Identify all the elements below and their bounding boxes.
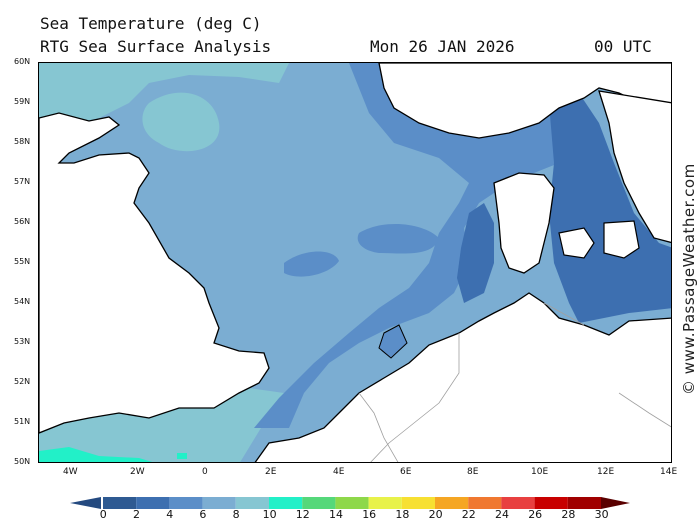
- sea-2-4-german-bight: [457, 203, 494, 303]
- colorbar-tick-label: 28: [561, 508, 576, 521]
- colorbar-tick-label: 30: [594, 508, 609, 521]
- lat-label: 52N: [14, 377, 31, 386]
- lat-label: 54N: [14, 297, 31, 306]
- forecast-time: 00 UTC: [594, 37, 652, 56]
- border-de-pl: [618, 392, 671, 428]
- colorbar-tick-label: 2: [133, 508, 140, 521]
- map-canvas: [39, 63, 671, 462]
- colorbar-arrow-right: [601, 497, 630, 509]
- colorbar-tick-label: 4: [166, 508, 174, 521]
- sea-4-6-patch-west: [284, 251, 339, 277]
- lat-label: 53N: [14, 337, 31, 346]
- border-nl-de: [370, 333, 460, 462]
- lat-label: 50N: [14, 457, 31, 466]
- watermark[interactable]: © www.PassageWeather.com: [680, 163, 698, 395]
- lat-label: 55N: [14, 257, 31, 266]
- colorbar-tick-label: 12: [295, 508, 310, 521]
- colorbar-swatch: [302, 497, 336, 509]
- border-de-dk: [543, 302, 585, 326]
- colorbar-swatch: [335, 497, 369, 509]
- colorbar-swatch: [202, 497, 236, 509]
- colorbar-swatch: [235, 497, 269, 509]
- sea-8-10-northwest: [39, 63, 289, 131]
- sea-2-4-kattegat-baltic: [549, 93, 671, 323]
- lon-label: 2E: [265, 467, 277, 477]
- colorbar-swatch: [468, 497, 502, 509]
- colorbar-tick-label: 6: [199, 508, 207, 521]
- lon-label: 4W: [63, 467, 78, 477]
- colorbar-tick-label: 0: [99, 508, 107, 521]
- colorbar-swatch: [501, 497, 535, 509]
- sea-10-12-channel: [39, 447, 153, 462]
- land-zealand: [603, 220, 640, 259]
- colorbar-tick-label: 10: [262, 508, 277, 521]
- colorbar-swatch: [368, 497, 402, 509]
- land-continent: [254, 292, 671, 462]
- ijsselmeer: [378, 324, 408, 359]
- sea-4-6-patch-east: [357, 223, 439, 254]
- map-subtitle: RTG Sea Surface Analysis: [40, 37, 272, 56]
- colorbar-swatch: [269, 497, 303, 509]
- colorbar-tick-label: 16: [362, 508, 377, 521]
- colorbar-swatch: [534, 497, 568, 509]
- colorbar-tick-label: 24: [495, 508, 509, 521]
- lon-label: 6E: [400, 467, 412, 477]
- lon-label: 8E: [467, 467, 479, 477]
- lon-label: 2W: [130, 467, 145, 477]
- lat-label: 58N: [14, 137, 31, 146]
- lat-label: 57N: [14, 177, 31, 186]
- colorbar-swatch: [169, 497, 203, 509]
- colorbar-tick-label: 8: [232, 508, 240, 521]
- lat-label: 51N: [14, 417, 31, 426]
- lon-label: 4E: [333, 467, 345, 477]
- colorbar-tick-label: 18: [395, 508, 410, 521]
- land-funen: [558, 227, 595, 259]
- colorbar-swatch: [103, 497, 137, 509]
- sea-10-12-spot: [177, 453, 187, 459]
- sea-8-10-patch: [142, 92, 220, 152]
- colorbar-swatch: [136, 497, 170, 509]
- colorbar-swatch: [401, 497, 435, 509]
- colorbar: [70, 497, 630, 509]
- colorbar-tick-label: 20: [428, 508, 443, 521]
- lon-label: 12E: [597, 467, 615, 477]
- colorbar-tick-label: 26: [528, 508, 543, 521]
- colorbar-swatch: [567, 497, 601, 509]
- colorbar-tick-label: 14: [329, 508, 343, 521]
- colorbar-tick-label: 22: [461, 508, 476, 521]
- lon-label: 0: [202, 467, 208, 477]
- lon-label: 14E: [660, 467, 678, 477]
- land-sweden: [598, 90, 671, 244]
- lat-label: 60N: [14, 57, 31, 66]
- forecast-date: Mon 26 JAN 2026: [370, 37, 515, 56]
- land-jutland: [493, 172, 555, 274]
- colorbar-arrow-left: [70, 497, 101, 509]
- colorbar-swatch: [435, 497, 469, 509]
- land-great-britain: [39, 112, 270, 434]
- border-be: [358, 392, 399, 462]
- map-title: Sea Temperature (deg C): [40, 14, 262, 33]
- lat-label: 59N: [14, 97, 31, 106]
- lat-label: 56N: [14, 217, 31, 226]
- lon-label: 10E: [531, 467, 549, 477]
- sea-4-6-band: [254, 63, 559, 428]
- sea-temperature-map[interactable]: [38, 62, 672, 463]
